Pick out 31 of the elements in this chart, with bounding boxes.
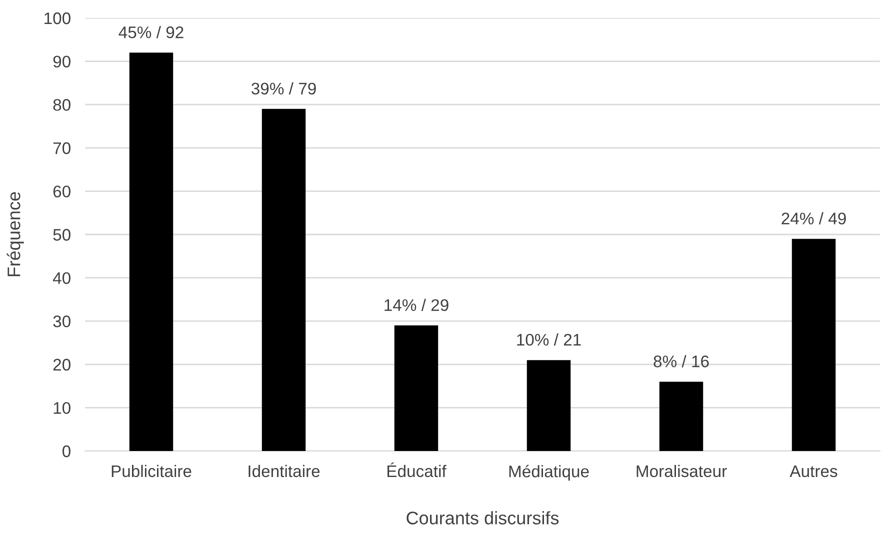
bar	[526, 360, 571, 451]
data-label: 10% / 21	[517, 333, 581, 346]
data-label: 14% / 29	[384, 298, 448, 312]
y-tick-label: 80	[53, 99, 70, 111]
x-tick-label: Médiatique	[509, 464, 589, 481]
bar	[394, 325, 438, 451]
data-label: 39% / 79	[251, 82, 316, 95]
y-tick-label: 20	[53, 358, 70, 371]
data-label: 8% / 16	[654, 355, 709, 368]
y-tick-label: 100	[44, 12, 70, 24]
data-label: 45% / 92	[118, 26, 184, 38]
x-tick-label: Autres	[790, 466, 838, 478]
x-tick-label: Moralisateur	[636, 464, 727, 478]
y-tick-label: 70	[53, 142, 70, 154]
y-tick-label: 30	[53, 316, 70, 328]
y-tick-label: 50	[53, 228, 70, 241]
data-label: 24% / 49	[782, 212, 846, 224]
x-tick-label: Publicitaire	[112, 464, 192, 478]
y-axis-title: Fréquence	[6, 192, 24, 276]
x-tick-label: Éducatif	[388, 462, 446, 478]
bar	[262, 108, 306, 451]
y-tick-label: 90	[53, 56, 70, 68]
bar	[659, 382, 704, 451]
y-tick-label: 40	[52, 272, 70, 284]
y-tick-label: 60	[53, 186, 70, 198]
bar	[129, 52, 174, 451]
x-axis-title: Courants discursifs	[406, 511, 559, 524]
y-tick-label: 0	[62, 445, 70, 458]
bar	[792, 238, 836, 451]
x-tick-label: Identitaire	[248, 464, 320, 478]
y-tick-label: 10	[54, 402, 70, 414]
